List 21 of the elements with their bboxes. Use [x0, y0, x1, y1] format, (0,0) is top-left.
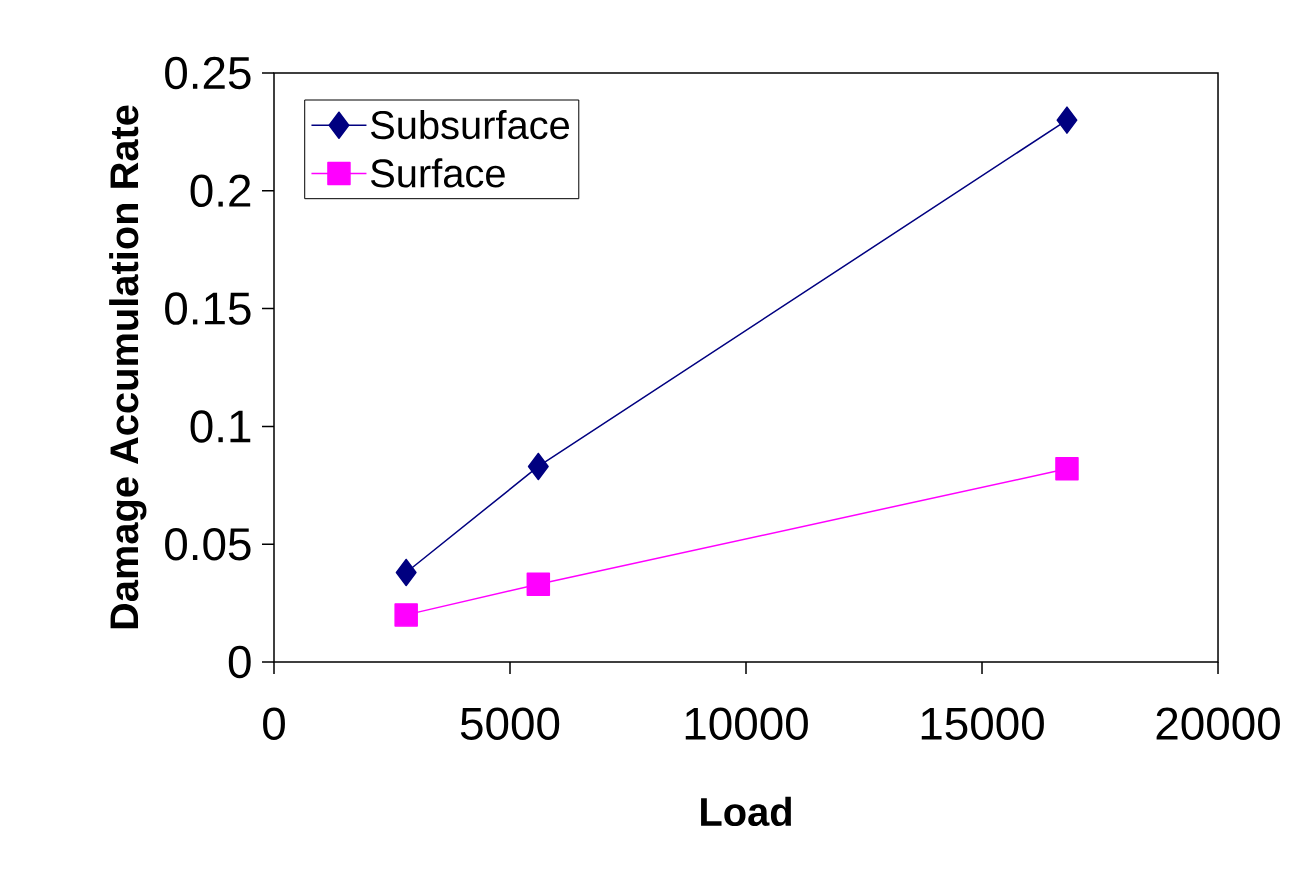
point [526, 572, 551, 596]
x-tick-label: 0 [263, 707, 285, 740]
x-tick-label: 10000 [685, 707, 808, 740]
y-axis-title: Damage Accumulation Rate [109, 105, 147, 629]
point [1055, 457, 1079, 481]
y-tick-label: 0.25 [165, 56, 251, 90]
x-axis-title: Load [701, 796, 791, 827]
point [394, 603, 418, 627]
point [1056, 106, 1078, 134]
legend-label: Subsurface [371, 109, 569, 140]
x-tick-label: 15000 [921, 707, 1044, 740]
x-tick-label: 20000 [1156, 707, 1280, 740]
y-tick-label: 0.1 [190, 410, 251, 443]
x-tick-label: 5000 [460, 707, 560, 740]
y-tick-label: 0.15 [165, 292, 251, 325]
legend-label: Surface [371, 158, 505, 188]
point [527, 452, 549, 481]
point [395, 558, 417, 587]
y-tick-label: 0.05 [165, 527, 251, 561]
y-tick-label: 0 [228, 645, 251, 679]
y-tick-label: 0.2 [190, 174, 251, 208]
